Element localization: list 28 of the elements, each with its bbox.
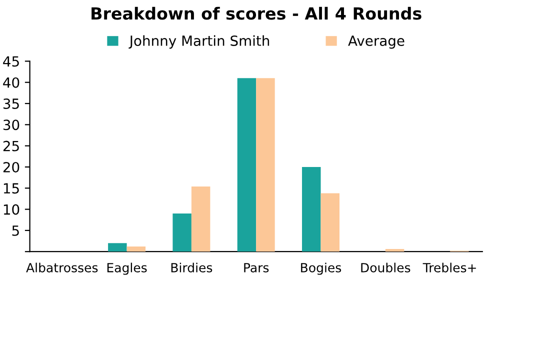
x-tick-label: Pars xyxy=(244,263,269,272)
legend-label: Average xyxy=(348,36,404,49)
bar xyxy=(320,193,340,252)
y-tick-label: 45 xyxy=(3,56,19,67)
bar xyxy=(385,249,404,252)
y-tick-label: 25 xyxy=(3,140,19,152)
x-tick-label: Trebles+ xyxy=(422,262,476,272)
x-tick-label: Birdies xyxy=(171,262,212,272)
x-tick-label: Eagles xyxy=(107,262,147,275)
x-tick-label: Albatrosses xyxy=(26,262,98,272)
y-tick-label: 35 xyxy=(3,98,19,109)
y-tick-label: 15 xyxy=(4,183,19,194)
bar xyxy=(256,78,275,252)
legend-label: Johnny Martin Smith xyxy=(128,35,270,49)
bar xyxy=(108,243,127,252)
bar xyxy=(191,186,210,252)
y-tick-label: 10 xyxy=(4,204,20,215)
bar xyxy=(172,214,192,252)
y-tick-label: 40 xyxy=(3,77,20,88)
chart-title: Breakdown of scores - All 4 Rounds xyxy=(92,6,422,20)
bar xyxy=(126,246,146,252)
y-tick-label: 20 xyxy=(3,162,20,172)
bar xyxy=(237,78,256,252)
x-tick-label: Doubles xyxy=(361,262,410,272)
bar xyxy=(302,166,321,252)
y-tick-label: 5 xyxy=(12,226,19,236)
y-tick-label: 30 xyxy=(3,120,20,130)
x-tick-label: Bogies xyxy=(301,262,342,275)
